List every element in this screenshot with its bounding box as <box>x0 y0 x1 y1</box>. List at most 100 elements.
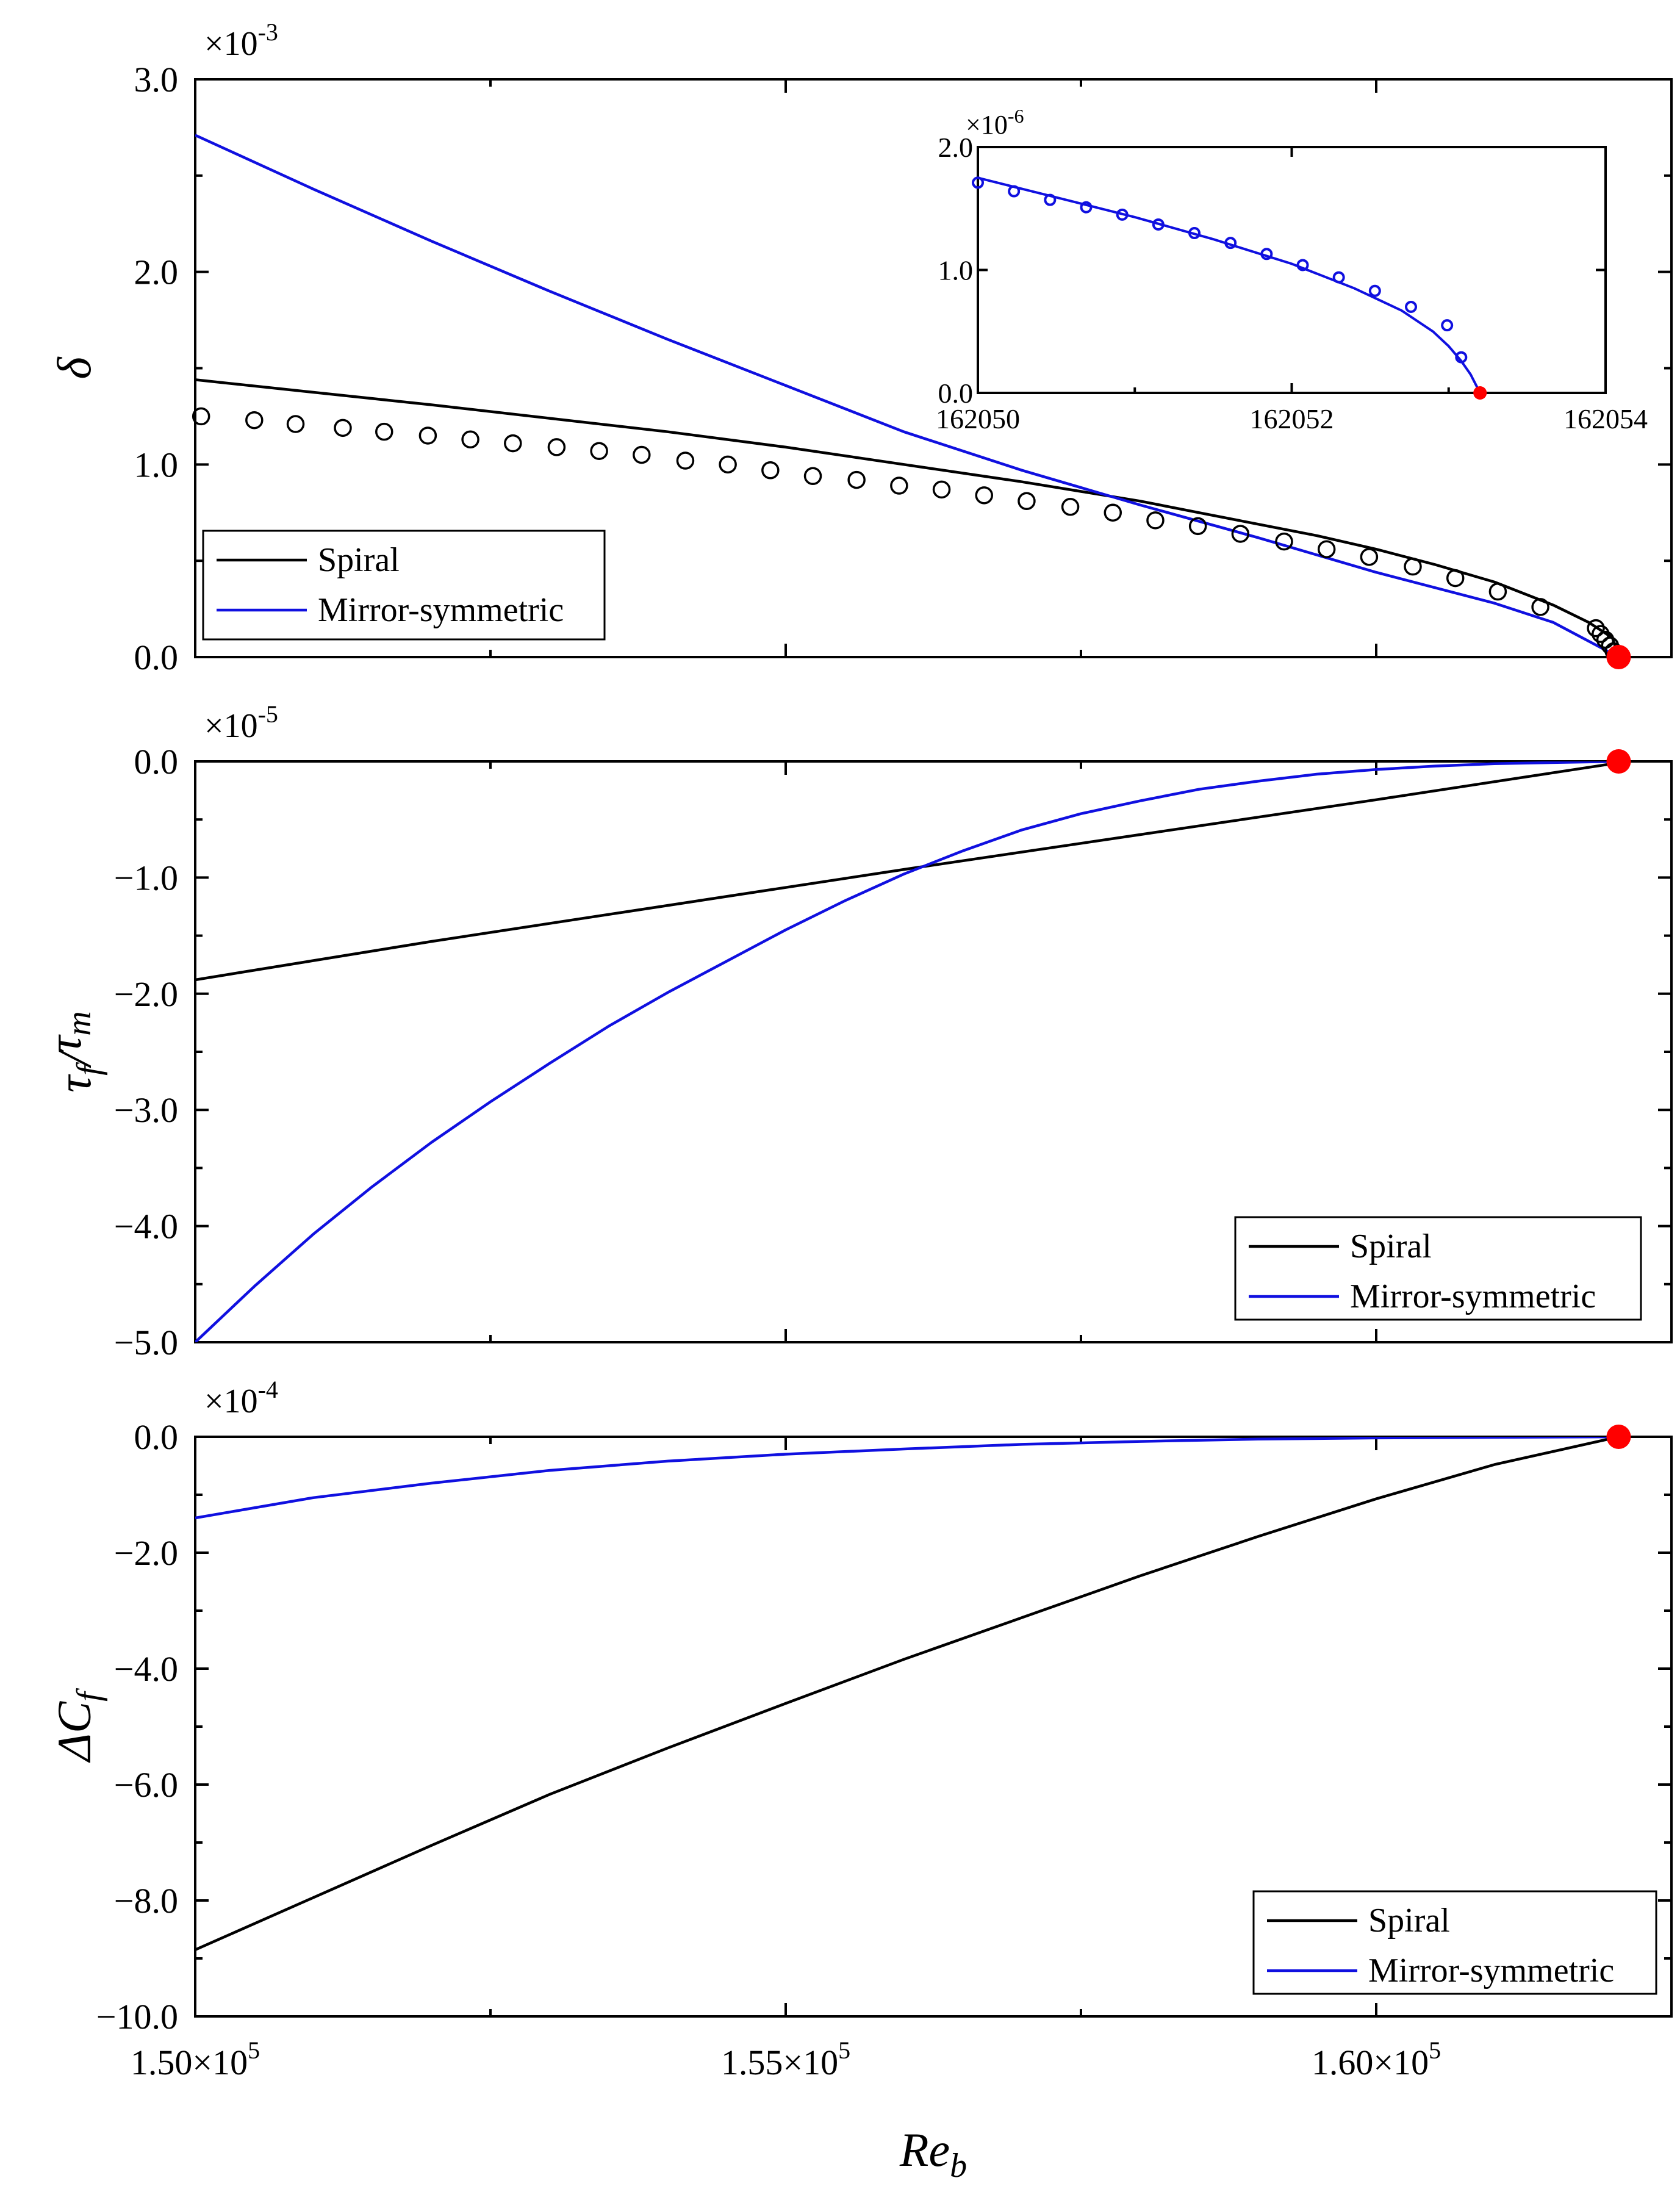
legend: Spiral Mirror-symmetric <box>1252 1890 1657 1995</box>
inset-marker <box>1224 237 1237 250</box>
y-axis-label: ΔCf <box>48 1688 108 1763</box>
inset-multiplier-base: ×10 <box>966 110 1008 140</box>
spiral-marker <box>932 480 951 499</box>
spiral-marker <box>590 442 608 460</box>
y-tick-label: 3.0 <box>134 60 179 99</box>
legend-label: Mirror-symmetric <box>1368 1952 1614 1990</box>
y-tick-label: −10.0 <box>96 1997 178 2037</box>
y-axis-label-part: ΔC <box>48 1701 101 1763</box>
spiral-marker <box>192 407 210 426</box>
spiral-marker <box>334 419 352 437</box>
inset-multiplier-exp: -6 <box>1008 105 1024 127</box>
spiral-marker <box>1488 582 1507 601</box>
x-tick-label: 1.50×105 <box>131 2037 260 2082</box>
panel-middle: 0.0 −1.0 −2.0 −3.0 −4.0 −5.0 ×10-5 τf/τm Spiral M… <box>38 700 1673 1362</box>
inset-frame <box>977 146 1607 394</box>
spiral-marker <box>547 438 566 456</box>
inset-marker <box>1116 208 1129 221</box>
bifurcation-point <box>1606 1425 1631 1449</box>
x-tick-times: ×10 <box>783 2043 838 2082</box>
legend-label: Spiral <box>1368 1902 1450 1940</box>
x-axis-label-main: Re <box>899 2123 950 2176</box>
inset-marker <box>1260 248 1273 261</box>
x-tick-exp: 5 <box>838 2037 850 2064</box>
spiral-marker <box>1360 548 1379 566</box>
y-multiplier-base: ×10 <box>204 1382 258 1420</box>
inset-marker <box>1441 319 1454 332</box>
data-layer <box>195 1437 1619 1951</box>
spiral-marker <box>375 422 393 441</box>
inset-marker <box>1080 201 1093 214</box>
x-tick-times: ×10 <box>1373 2043 1429 2082</box>
x-axis-label: Reb <box>899 2123 967 2185</box>
legend-box <box>1252 1890 1657 1995</box>
spiral-marker <box>418 426 437 445</box>
y-tick-label: −1.0 <box>114 858 178 897</box>
data-layer <box>195 134 1620 657</box>
spiral-marker <box>1404 557 1422 576</box>
spiral-marker <box>1317 540 1336 558</box>
y-tick-label: −8.0 <box>114 1881 178 1921</box>
y-tick-label: 0.0 <box>134 1417 179 1457</box>
inset-marker <box>1044 193 1057 206</box>
y-tick-label: −3.0 <box>114 1090 178 1130</box>
spiral-marker <box>1275 532 1293 551</box>
y-tick-label: −2.0 <box>114 1533 178 1573</box>
spiral-marker <box>1587 619 1605 638</box>
series-line-spiral <box>195 761 1620 982</box>
inset-marker <box>1188 227 1201 240</box>
spiral-marker <box>1592 625 1610 643</box>
spiral-marker <box>975 486 993 505</box>
inset-marker <box>1368 284 1381 297</box>
spiral-marker <box>676 451 695 470</box>
inset-bifurcation-point <box>1473 386 1487 400</box>
y-tick-label: 1.0 <box>134 445 179 484</box>
series-line-mirror-symmetric <box>195 1437 1619 1520</box>
y-axis-label: τf/τm <box>38 1011 108 1093</box>
x-tick-label: 1.60×105 <box>1312 2037 1441 2082</box>
spiral-marker <box>890 476 908 495</box>
legend-box <box>1234 1216 1642 1321</box>
x-tick-mantissa: 1.55 <box>721 2043 783 2082</box>
inset-marker <box>1405 300 1418 313</box>
y-multiplier: ×10-5 <box>204 700 278 745</box>
spiral-marker <box>1231 525 1250 543</box>
y-multiplier-base: ×10 <box>204 707 258 745</box>
y-multiplier: ×10-3 <box>204 18 278 63</box>
series-line-spiral <box>195 1437 1619 1951</box>
y-axis-label: δ <box>48 356 101 379</box>
spiral-marker <box>633 445 651 464</box>
inset-x-tick-label: 162050 <box>936 403 1020 434</box>
spiral-marker <box>1446 569 1465 588</box>
bifurcation-point <box>1606 749 1631 774</box>
legend: Spiral Mirror-symmetric <box>202 530 606 641</box>
bifurcation-point <box>1606 645 1631 669</box>
y-tick-label: 0.0 <box>134 638 179 677</box>
inset-plot: 162050 162052 162054 0.0 1.0 2.0×10-6 <box>936 105 1648 434</box>
inset-y-multiplier: ×10-6 <box>966 105 1024 140</box>
legend: Spiral Mirror-symmetric <box>1234 1216 1642 1321</box>
inset-x-tick-label: 162054 <box>1563 403 1648 434</box>
x-tick-times: ×10 <box>192 2043 248 2082</box>
x-tick-mantissa: 1.60 <box>1312 2043 1374 2082</box>
inset-marker <box>972 176 984 189</box>
spiral-marker <box>1531 598 1549 616</box>
inset-y-tick-label: 1.0 <box>938 255 974 286</box>
y-multiplier-base: ×10 <box>204 25 258 63</box>
inset-marker <box>1455 351 1468 364</box>
spiral-marker <box>1018 492 1036 511</box>
inset-x-tick-label: 162052 <box>1250 403 1334 434</box>
spiral-marker <box>1596 630 1615 649</box>
spiral-marker <box>461 430 479 449</box>
y-tick-label: −6.0 <box>114 1765 178 1805</box>
legend-label: Spiral <box>318 541 400 579</box>
y-tick-label: −5.0 <box>114 1323 178 1362</box>
x-tick-exp: 5 <box>1429 2037 1441 2064</box>
x-axis-label-sub: b <box>950 2147 967 2185</box>
inset-marker <box>1296 259 1309 271</box>
y-tick-label: −4.0 <box>114 1649 178 1689</box>
y-multiplier-exp: -4 <box>258 1376 278 1403</box>
x-tick-mantissa: 1.50 <box>131 2043 193 2082</box>
y-axis-label-part: τ <box>38 1034 91 1053</box>
